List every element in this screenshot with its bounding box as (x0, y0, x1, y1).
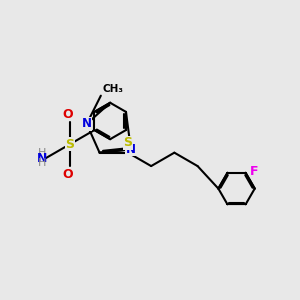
Text: CH₃: CH₃ (103, 84, 124, 94)
Text: O: O (63, 168, 74, 181)
Text: H: H (38, 148, 46, 158)
Text: H: H (38, 158, 46, 168)
Text: O: O (63, 107, 74, 121)
Text: N: N (126, 143, 136, 156)
Text: S: S (65, 138, 74, 151)
Text: N: N (82, 117, 92, 130)
Text: S: S (123, 136, 132, 149)
Text: F: F (250, 165, 258, 178)
Text: N: N (37, 152, 47, 165)
